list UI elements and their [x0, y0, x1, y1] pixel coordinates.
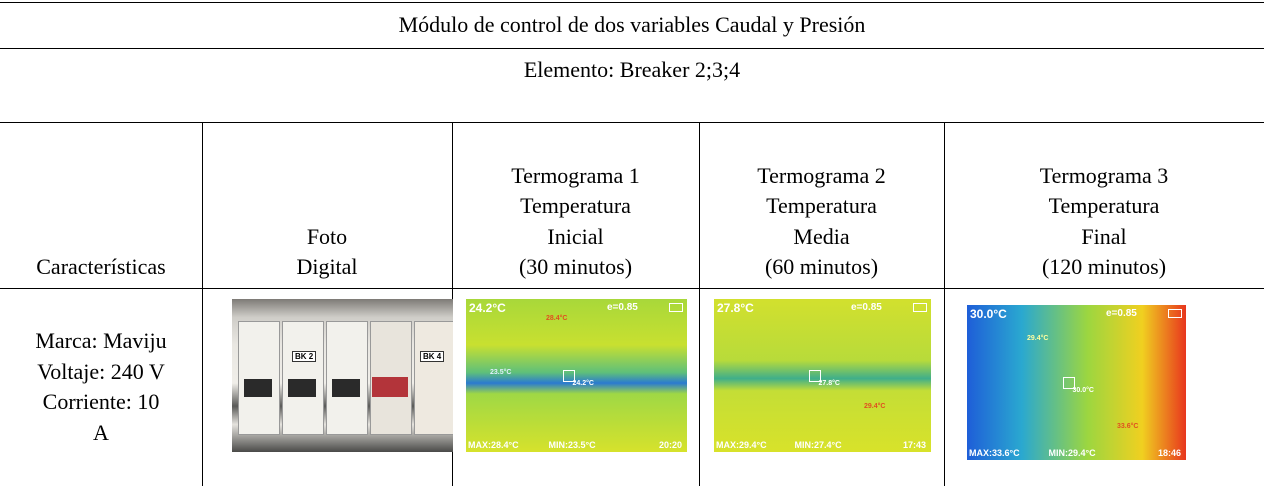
- center-temp: 24.2°C: [573, 380, 594, 387]
- max-temp: MAX:29.4°C: [716, 440, 767, 450]
- header-line: (120 minutos): [944, 252, 1264, 283]
- title: Módulo de control de dos variables Cauda…: [0, 10, 1264, 41]
- header-line: (60 minutos): [699, 252, 944, 283]
- thermogram: 30.0°C e=0.85 30.0°C 29.4°C 33.6°C MAX:33.6°C…: [967, 305, 1186, 460]
- spot-temp: 29.4°C: [864, 403, 885, 410]
- header-line: Temperatura: [452, 191, 699, 222]
- header-line: Características: [0, 252, 202, 283]
- temperature: 27.8°C: [717, 301, 754, 315]
- header-line: Termograma 1: [452, 161, 699, 192]
- temperature: 30.0°C: [970, 307, 1007, 321]
- rule: [0, 48, 1264, 49]
- cell-line: A: [0, 418, 202, 449]
- element: Elemento: Breaker 2;3;4: [0, 55, 1264, 86]
- spot-temp: 33.6°C: [1117, 423, 1138, 430]
- breaker-lever: [288, 379, 316, 397]
- cell-line: Corriente: 10: [0, 387, 202, 418]
- emissivity: e=0.85: [851, 302, 882, 313]
- photo-label: BK 2: [292, 351, 316, 362]
- breaker: [282, 321, 324, 435]
- cell-line: Voltaje: 240 V: [0, 357, 202, 388]
- breaker: [238, 321, 280, 435]
- header-line: Final: [944, 222, 1264, 253]
- breaker-lever: [244, 379, 272, 397]
- header-line: (30 minutos): [452, 252, 699, 283]
- header-line: Media: [699, 222, 944, 253]
- spot-temp: 28.4°C: [546, 315, 567, 322]
- page: {"title":"Módulo de control de dos varia…: [0, 0, 1264, 486]
- rule: [0, 2, 1264, 3]
- emissivity: e=0.85: [607, 302, 638, 313]
- breaker: [414, 321, 453, 435]
- time: 20:20: [659, 440, 682, 450]
- min-temp: MIN:27.4°C: [795, 440, 842, 450]
- cell-line: Marca: Maviju: [0, 326, 202, 357]
- emissivity: e=0.85: [1106, 308, 1137, 319]
- digital-photo: BK 2 BK 4: [232, 299, 453, 452]
- center-temp: 27.8°C: [819, 380, 840, 387]
- photo-label: BK 4: [420, 351, 444, 362]
- battery: [913, 303, 927, 312]
- spot-temp: 29.4°C: [1027, 335, 1048, 342]
- spot-temp: 23.5°C: [490, 369, 511, 376]
- header-line: Temperatura: [699, 191, 944, 222]
- header-line: Temperatura: [944, 191, 1264, 222]
- battery: [1168, 309, 1182, 318]
- thermogram: 27.8°C e=0.85 27.8°C 29.4°C MAX:29.4°C MIN:27…: [714, 299, 931, 452]
- rule: [0, 122, 1264, 123]
- column-border: [202, 122, 203, 486]
- thermogram: 24.2°C e=0.85 24.2°C 28.4°C 23.5°C MAX:28.4°C…: [466, 299, 687, 452]
- min-temp: MIN:23.5°C: [549, 440, 596, 450]
- battery: [669, 303, 683, 312]
- temperature: 24.2°C: [469, 301, 506, 315]
- breaker: [326, 321, 368, 435]
- header-line: Digital: [202, 252, 452, 283]
- max-temp: MAX:28.4°C: [468, 440, 519, 450]
- header-line: Foto: [202, 222, 452, 253]
- breaker-lever: [332, 379, 360, 397]
- header-line: Termograma 2: [699, 161, 944, 192]
- min-temp: MIN:29.4°C: [1049, 448, 1096, 458]
- breaker-lever: [372, 377, 408, 397]
- rule: [0, 288, 1264, 289]
- header-line: Termograma 3: [944, 161, 1264, 192]
- time: 18:46: [1158, 448, 1181, 458]
- time: 17:43: [903, 440, 926, 450]
- max-temp: MAX:33.6°C: [969, 448, 1020, 458]
- center-temp: 30.0°C: [1073, 387, 1094, 394]
- header-line: Inicial: [452, 222, 699, 253]
